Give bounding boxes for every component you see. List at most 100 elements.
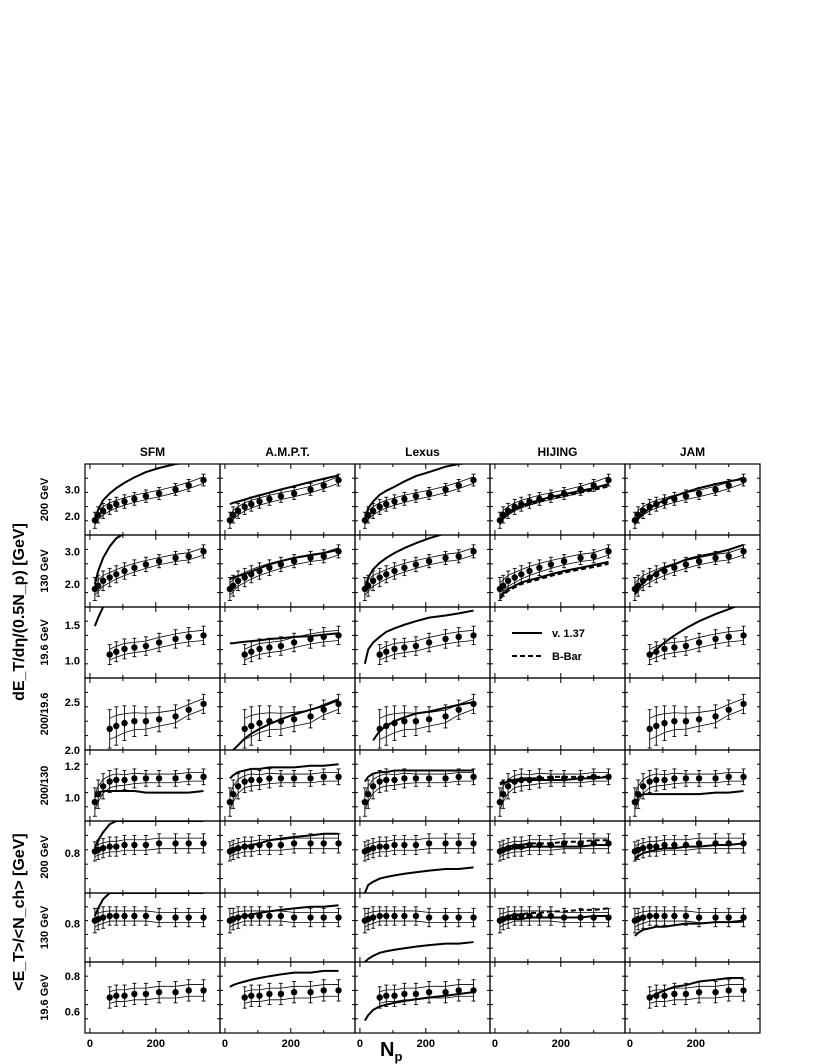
panel-a-m-p-t-row-4 [219,677,356,751]
data-point [470,773,477,781]
data-point [290,490,298,497]
data-point [646,725,653,733]
panel-plot-area [361,906,477,962]
data-point [106,503,113,511]
data-point [155,840,163,847]
data-point [383,571,390,578]
systematic-band-lower [634,780,744,811]
column-title-hijing: HIJING [537,445,577,459]
panel-sfm-row-7 [84,892,221,963]
panel-plot-area [226,904,342,934]
y-tick-label: 1.2 [65,761,80,773]
data-point [307,713,314,720]
data-point [200,987,207,994]
panel-lexus-row-2 [354,534,491,608]
data-point [383,843,390,850]
data-point [639,783,647,790]
data-point [391,841,398,849]
column-title-a-m-p-t: A.M.P.T. [265,445,309,459]
data-point [277,990,285,998]
model-curve-sfm [93,535,124,585]
data-point [455,706,462,713]
data-point [241,994,248,1001]
data-point [740,632,747,639]
data-point [131,564,138,571]
systematic-band-lower [94,482,204,525]
systematic-band-lower [364,482,474,525]
data-point [266,775,273,782]
data-point [361,517,369,524]
panel-jam-row-7 [624,892,761,963]
panel-plot-area [496,473,612,529]
x-tick-label: 0 [222,1038,228,1050]
panel-sfm-row-1 [84,463,221,536]
data-point [470,476,477,484]
panel-plot-area [91,893,207,934]
panel-a-m-p-t-row-1 [219,463,356,536]
x-axis-label-main: N [380,1039,394,1061]
data-point [412,492,420,500]
data-point [99,577,107,585]
data-point [335,476,342,484]
data-point [671,644,678,651]
data-point [91,798,99,806]
data-point [712,486,719,493]
panel-jam-row-5 [624,749,761,822]
data-point [455,840,462,847]
panel-frame [489,463,626,536]
panel-hijing-row-6 [489,820,626,894]
data-point [121,498,128,505]
data-point [155,716,163,723]
data-point [547,561,555,568]
y-tick-label: 3.0 [65,484,80,496]
data-point [442,554,449,562]
systematic-band-upper [364,476,474,517]
data-point [94,846,102,853]
data-point [320,840,327,847]
data-point [401,841,408,849]
panel-plot-area [91,464,207,529]
data-point [172,635,179,643]
y-tick-label: 0.8 [65,971,80,983]
data-point [470,840,477,847]
x-axis-label: Np [380,1039,402,1064]
data-point [290,840,298,847]
data-point [425,840,433,847]
data-point [518,571,525,578]
data-point [695,914,703,921]
data-point [155,988,163,996]
y-tick-label: 0.6 [65,1007,80,1019]
data-point [504,783,512,790]
data-point [671,775,678,782]
systematic-band-upper [229,910,339,915]
systematic-band-upper [634,476,744,517]
y-tick-label: 2.0 [65,511,80,523]
data-point [605,476,612,484]
data-point [248,648,255,655]
data-point [442,486,449,493]
data-point [725,914,732,921]
panel-sfm-row-3 [84,606,221,679]
panel-a-m-p-t-row-7 [219,892,356,963]
panel-plot-area [229,969,342,1009]
panel-frame [624,961,761,1034]
data-point [121,567,128,575]
data-point [256,776,263,784]
data-point [740,773,747,781]
legend-entry-v137: v. 1.37 [552,628,585,640]
data-point [241,778,248,785]
data-point [661,992,668,999]
data-point [646,778,653,785]
model-curve-hijing-b-bar [499,907,609,920]
model-curve-jam [634,919,744,937]
data-point [113,912,120,920]
data-point [682,912,690,920]
panel-frame [489,677,626,751]
panel-frame [84,534,221,608]
systematic-band-upper [229,772,339,795]
data-point [99,845,107,852]
data-point [425,557,433,565]
panel-plot-area [91,768,207,817]
panel-frame [84,892,221,963]
data-point [320,706,327,713]
